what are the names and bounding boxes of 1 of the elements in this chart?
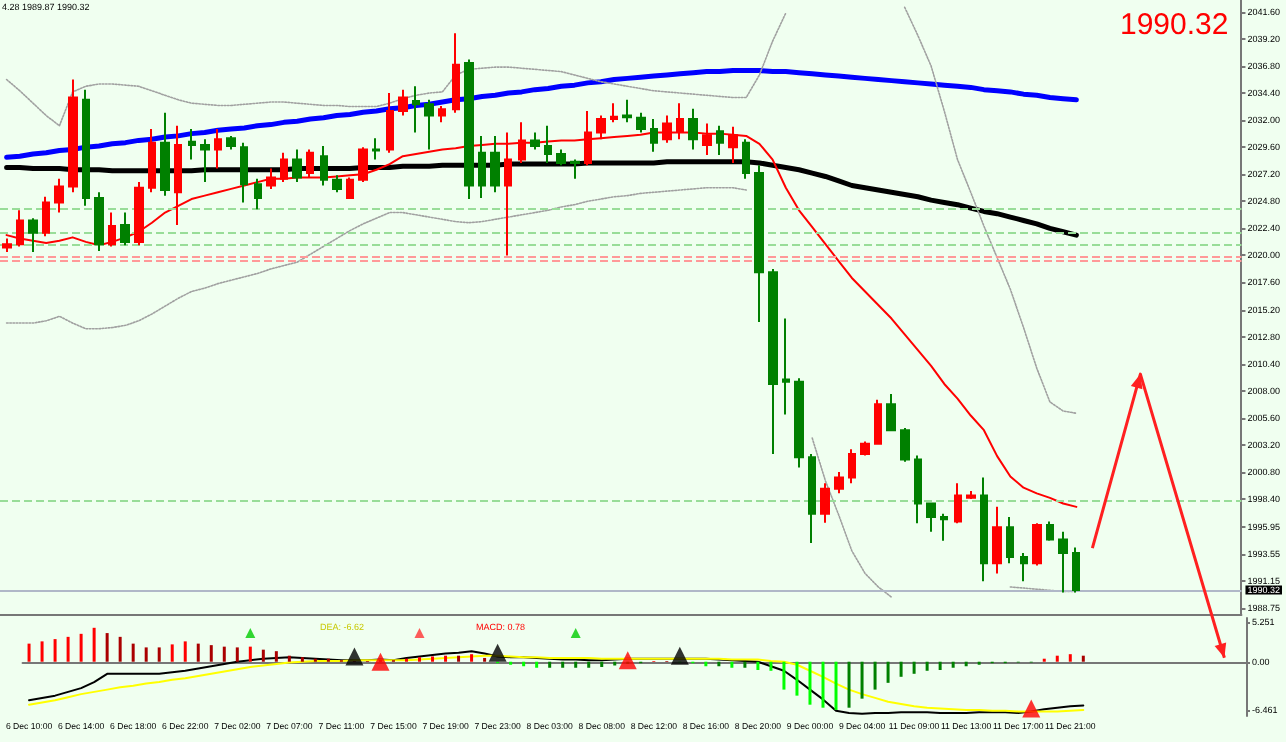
text: 1990.32 — [1120, 8, 1229, 42]
